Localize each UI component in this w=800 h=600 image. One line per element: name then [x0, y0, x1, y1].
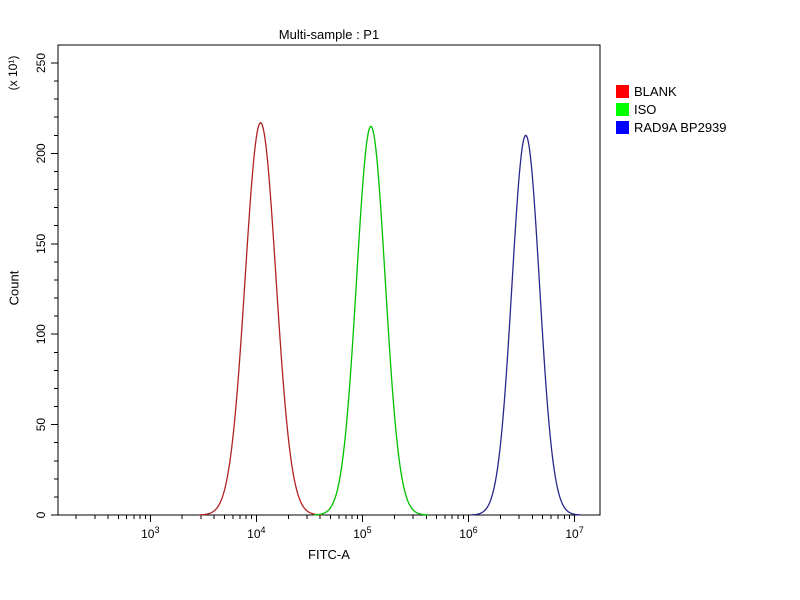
legend-item-blank: BLANK: [616, 84, 727, 99]
y-tick-label: 200: [34, 143, 48, 163]
x-axis-label: FITC-A: [308, 547, 350, 562]
x-tick-label: 104: [247, 525, 265, 541]
y-tick-label: 100: [34, 324, 48, 344]
x-tick-label: 105: [353, 525, 371, 541]
x-tick-label: 106: [459, 525, 477, 541]
chart-title: Multi-sample : P1: [278, 27, 380, 42]
x-tick-label: 103: [141, 525, 159, 541]
y-axis-label: Count: [6, 270, 22, 306]
y-axis-multiplier-label: (x 10¹): [6, 55, 20, 91]
legend-label: ISO: [634, 102, 657, 117]
y-tick-label: 250: [34, 53, 48, 73]
legend-item-iso: ISO: [616, 102, 727, 117]
curve-RAD9A-BP2939: [470, 134, 581, 516]
legend: BLANK ISO RAD9A BP2939: [616, 84, 727, 135]
legend-color-swatch: [616, 121, 629, 134]
y-tick-label: 50: [34, 418, 48, 432]
legend-item-rad9a-bp2939: RAD9A BP2939: [616, 120, 727, 135]
y-tick-label: 0: [34, 511, 48, 518]
curve-BLANK: [199, 122, 323, 516]
plot-border: [57, 44, 601, 516]
y-tick-label: 150: [34, 233, 48, 253]
legend-color-swatch: [616, 103, 629, 116]
legend-label: BLANK: [634, 84, 677, 99]
curve-ISO: [313, 125, 429, 516]
x-tick-label: 107: [565, 525, 583, 541]
legend-label: RAD9A BP2939: [634, 120, 727, 135]
legend-color-swatch: [616, 85, 629, 98]
